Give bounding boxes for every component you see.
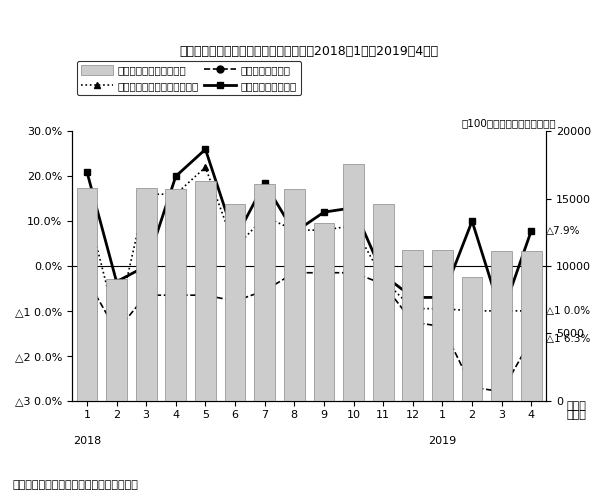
非石油部門の地場輸出成長率 [468, 308, 476, 314]
非エレクトロニクス [409, 295, 416, 300]
エレクトロニクス [291, 270, 298, 276]
エレクトロニクス [142, 292, 150, 298]
非石油部門の地場輸出成長率 [409, 306, 416, 312]
Text: 2018: 2018 [73, 436, 101, 446]
Text: （出所）エンタープライズ・シンガポール: （出所）エンタープライズ・シンガポール [12, 480, 138, 490]
非石油部門の地場輸出成長率 [498, 308, 505, 314]
Bar [491, 251, 512, 400]
エレクトロニクス [321, 270, 328, 276]
Line: 非エレクトロニクス: 非エレクトロニクス [84, 146, 535, 319]
非エレクトロニクス [321, 209, 328, 215]
非石油部門の地場輸出成長率 [172, 191, 179, 197]
エレクトロニクス [350, 270, 357, 276]
Bar [136, 188, 156, 400]
非石油部門の地場輸出成長率 [83, 205, 90, 211]
Text: △7.9%: △7.9% [546, 226, 581, 236]
エレクトロニクス [202, 292, 209, 298]
Text: （月）: （月） [567, 400, 587, 411]
非エレクトロニクス [142, 263, 150, 269]
エレクトロニクス [231, 298, 239, 304]
エレクトロニクス [409, 319, 416, 325]
Text: △1 0.0%: △1 0.0% [546, 306, 590, 316]
Bar [402, 250, 423, 400]
Bar [521, 251, 542, 400]
Text: 2019: 2019 [428, 436, 456, 446]
非石油部門の地場輸出成長率 [321, 227, 328, 233]
非石油部門の地場輸出成長率 [528, 308, 535, 314]
非石油部門の地場輸出成長率 [113, 321, 120, 327]
非エレクトロニクス [439, 295, 446, 300]
Bar [255, 184, 275, 400]
非石油部門の地場輸出成長率 [439, 306, 446, 312]
非石油部門の地場輸出成長率 [291, 227, 298, 233]
Line: 非石油部門の地場輸出成長率: 非石油部門の地場輸出成長率 [84, 164, 535, 328]
非石油部門の地場輸出成長率 [350, 223, 357, 229]
Text: △1 6.3%: △1 6.3% [546, 334, 590, 344]
非エレクトロニクス [113, 279, 120, 285]
エレクトロニクス [172, 292, 179, 298]
Text: （年）: （年） [567, 410, 587, 420]
非エレクトロニクス [468, 218, 476, 224]
非エレクトロニクス [528, 228, 535, 234]
エレクトロニクス [439, 324, 446, 330]
非石油部門の地場輸出成長率 [379, 277, 387, 283]
非エレクトロニクス [498, 312, 505, 318]
非エレクトロニクス [261, 180, 268, 186]
Bar [165, 189, 186, 400]
非石油部門の地場輸出成長率 [142, 191, 150, 197]
Bar [373, 204, 393, 400]
非エレクトロニクス [350, 205, 357, 211]
非エレクトロニクス [379, 272, 387, 278]
非エレクトロニクス [231, 236, 239, 242]
エレクトロニクス [379, 281, 387, 287]
Bar [284, 189, 305, 400]
エレクトロニクス [113, 328, 120, 334]
Bar [195, 181, 216, 400]
Text: （100万シンガポール・ドル）: （100万シンガポール・ドル） [461, 119, 556, 129]
非エレクトロニクス [83, 169, 90, 175]
非エレクトロニクス [172, 173, 179, 179]
非石油部門の地場輸出成長率 [231, 245, 239, 251]
Line: エレクトロニクス: エレクトロニクス [84, 269, 535, 395]
Bar [432, 250, 453, 400]
非石油部門の地場輸出成長率 [202, 164, 209, 170]
エレクトロニクス [528, 336, 535, 342]
Bar [76, 188, 98, 400]
Legend: 非石油部門の地場輸出額, 非石油部門の地場輸出成長率, エレクトロニクス, 非エレクトロニクス: 非石油部門の地場輸出額, 非石油部門の地場輸出成長率, エレクトロニクス, 非エ… [78, 61, 301, 95]
Bar [225, 204, 245, 400]
非エレクトロニクス [291, 229, 298, 235]
エレクトロニクス [468, 384, 476, 390]
エレクトロニクス [261, 288, 268, 294]
Bar [343, 164, 364, 400]
Bar [313, 223, 335, 400]
非石油部門の地場輸出成長率 [261, 214, 268, 220]
Bar [106, 280, 127, 400]
エレクトロニクス [498, 389, 505, 395]
エレクトロニクス [83, 277, 90, 283]
Title: 図　非石油部門の地場輸出額・成長率（2018年1月～2019年4月）: 図 非石油部門の地場輸出額・成長率（2018年1月～2019年4月） [179, 45, 439, 58]
Bar [462, 277, 482, 400]
非エレクトロニクス [202, 147, 209, 152]
